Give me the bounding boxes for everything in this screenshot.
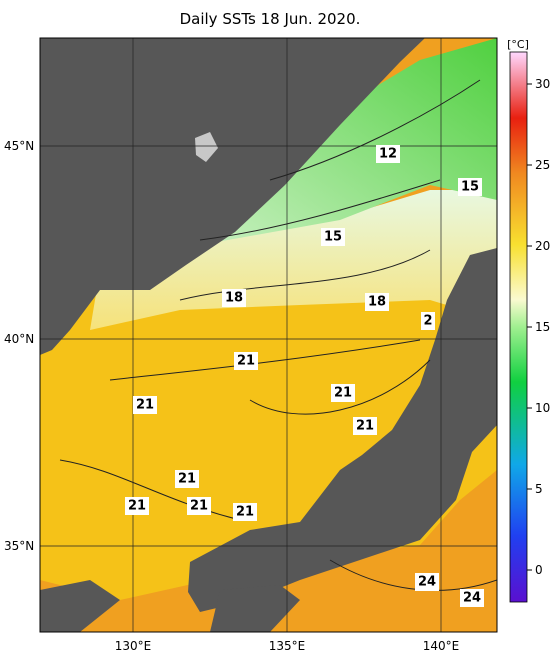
lat-label: 35°N [4,539,34,553]
contour-label: 21 [187,497,211,515]
lon-label: 140°E [423,639,460,653]
colorbar-tick-label: 25 [535,158,550,172]
island [195,132,218,162]
contour-label: 21 [234,352,258,370]
map [40,38,497,632]
contour-label: 15 [458,178,482,196]
lat-label: 40°N [4,332,34,346]
contour-label: 24 [460,589,484,607]
contour-label: 18 [365,293,389,311]
contour-label: 2 [421,312,435,330]
contour-label: 12 [376,145,400,163]
contour-label: 21 [125,497,149,515]
svg-text:24: 24 [463,591,481,606]
svg-text:21: 21 [128,499,146,514]
svg-text:21: 21 [237,354,255,369]
contour-label: 21 [331,384,355,402]
contour-label: 21 [175,470,199,488]
colorbar-tick-label: 10 [535,401,550,415]
colorbar-tick-label: 30 [535,77,550,91]
contour-label: 18 [222,289,246,307]
colorbar-tick-label: 15 [535,320,550,334]
svg-text:15: 15 [461,180,479,195]
colorbar: [°C] 0 5 10 15 20 25 30 [507,38,550,603]
contour-labels: 12 15 15 18 18 2 21 21 21 21 21 21 21 21… [125,145,484,607]
sea-north [90,190,497,330]
svg-text:2: 2 [423,314,432,329]
contour-label: 21 [133,396,157,414]
colorbar-tick-label: 0 [535,563,543,577]
colorbar-tick-label: 5 [535,482,543,496]
svg-text:21: 21 [190,499,208,514]
lat-label: 45°N [4,139,34,153]
contour-label: 21 [353,417,377,435]
frame [39,37,498,633]
svg-text:21: 21 [356,419,374,434]
land-asia [40,38,425,355]
svg-text:24: 24 [418,575,436,590]
land-shikoku [210,585,300,632]
colorbar-scale [509,51,528,603]
svg-text:12: 12 [379,147,397,162]
land-japan [188,248,497,612]
svg-text:18: 18 [225,291,243,306]
land-korea-south [40,580,120,632]
lon-label: 130°E [115,639,152,653]
contour-label: 21 [233,503,257,521]
contour-label: 15 [321,228,345,246]
title: Daily SSTs 18 Jun. 2020. [180,10,361,28]
svg-text:21: 21 [334,386,352,401]
svg-text:21: 21 [136,398,154,413]
svg-text:21: 21 [178,472,196,487]
colorbar-tick-label: 20 [535,239,550,253]
svg-text:18: 18 [368,295,386,310]
lon-label: 135°E [269,639,306,653]
svg-text:15: 15 [324,230,342,245]
colorbar-unit: [°C] [507,38,529,51]
svg-text:21: 21 [236,505,254,520]
grid [40,38,497,632]
contour-label: 24 [415,573,439,591]
